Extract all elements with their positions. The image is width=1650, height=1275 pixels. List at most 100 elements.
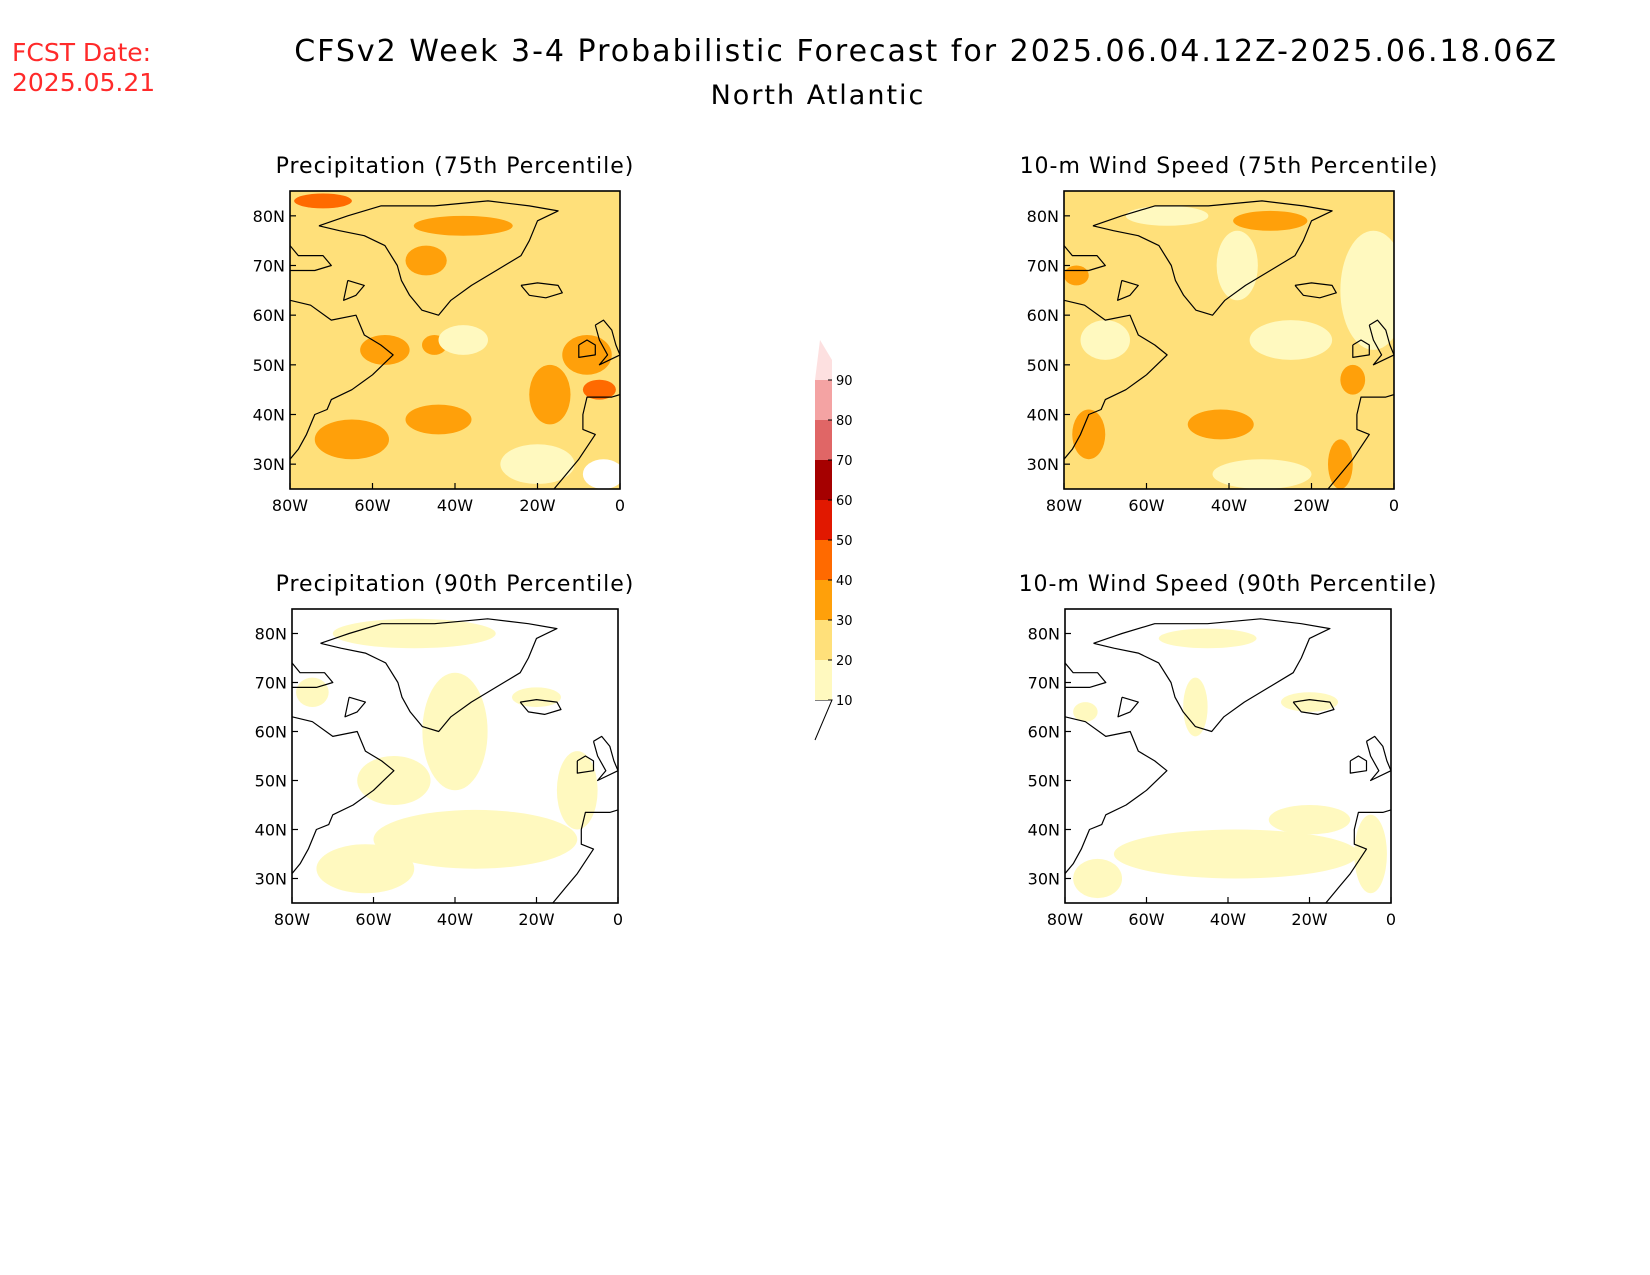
lat-tick-label: 50N (1027, 356, 1059, 375)
lat-tick-label: 30N (253, 455, 285, 474)
probability-contour (556, 751, 598, 830)
probability-contour (1280, 692, 1339, 712)
coastline (594, 319, 620, 366)
probability-contour (438, 325, 488, 355)
probability-contour (582, 379, 616, 400)
panel-title: 10-m Wind Speed (90th Percentile) (1019, 572, 1438, 597)
probability-contour (1113, 829, 1359, 879)
lat-tick-label: 70N (255, 674, 287, 693)
probability-contour (1064, 265, 1089, 286)
coastline (320, 618, 558, 733)
probability-contour (1340, 364, 1366, 395)
lon-tick-label: 80W (274, 910, 310, 929)
colorbar-swatch (815, 380, 832, 420)
coastline (292, 662, 334, 688)
probability-contour (1354, 814, 1387, 894)
colorbar-label: 50 (836, 534, 853, 549)
lat-tick-label: 60N (253, 306, 285, 325)
colorbar-label: 90 (836, 374, 853, 389)
lat-tick-label: 30N (255, 870, 287, 889)
probability-contour (373, 809, 578, 869)
lon-tick-label: 40W (437, 496, 473, 515)
map-panel-precip-90: Precipitation (90th Percentile) 80N 70N 60N… (255, 572, 635, 929)
coastline (592, 735, 618, 782)
coastline (1292, 699, 1335, 715)
map-panel-wind-90: 10-m Wind Speed (90th Percentile) 80N 70N 6… (1019, 572, 1438, 929)
lon-tick-label: 60W (1128, 496, 1164, 515)
panel-title: Precipitation (90th Percentile) (276, 572, 635, 597)
lon-tick-label: 0 (613, 910, 623, 929)
lat-tick-label: 40N (1027, 406, 1059, 425)
coastline (1365, 735, 1391, 782)
probability-contour (316, 844, 415, 894)
probability-contour (1072, 409, 1106, 460)
lat-tick-label: 60N (1028, 723, 1060, 742)
probability-contour (413, 215, 513, 236)
probability-contour (1073, 858, 1123, 899)
coastline (1064, 245, 1106, 272)
probability-contour (1080, 320, 1130, 360)
probability-contour (1233, 210, 1308, 231)
probability-contour (1328, 439, 1353, 489)
coastline (1325, 809, 1391, 903)
probability-contour (405, 245, 447, 276)
lon-tick-label: 60W (354, 496, 390, 515)
lon-tick-label: 40W (1210, 910, 1246, 929)
probability-contour (405, 404, 472, 435)
colorbar-swatch (815, 420, 832, 460)
lon-tick-label: 40W (1211, 496, 1247, 515)
colorbar-swatch (815, 540, 832, 580)
probability-contour (529, 364, 571, 425)
lon-tick-label: 20W (1291, 910, 1327, 929)
probability-contour (357, 756, 431, 805)
colorbar-label: 70 (836, 454, 853, 469)
lat-tick-label: 70N (1027, 257, 1059, 276)
probability-contour (360, 335, 410, 365)
coastline (1294, 282, 1337, 299)
panel-title: 10-m Wind Speed (75th Percentile) (1020, 154, 1439, 179)
colorbar-label: 10 (836, 694, 853, 709)
probability-contour (500, 444, 575, 485)
probability-contour (512, 687, 561, 707)
probability-field (292, 609, 618, 903)
colorbar-swatch (815, 460, 832, 500)
lat-tick-label: 40N (255, 821, 287, 840)
lon-tick-label: 20W (518, 910, 554, 929)
lat-tick-label: 30N (1027, 455, 1059, 474)
coastline (290, 299, 394, 460)
probability-contour (1340, 230, 1394, 350)
probability-contour (1158, 628, 1257, 649)
probability-contour (314, 419, 389, 460)
lon-tick-label: 0 (1389, 496, 1399, 515)
map-panels: Precipitation (75th Percentile) 80N 70N 60N… (253, 154, 1439, 929)
colorbar-swatch (815, 620, 832, 660)
lat-tick-label: 50N (255, 772, 287, 791)
coastline (1349, 755, 1368, 774)
colorbar-lower-extension (814, 699, 833, 741)
lat-tick-label: 50N (1028, 772, 1060, 791)
lat-tick-label: 80N (1027, 207, 1059, 226)
lat-tick-label: 80N (253, 207, 285, 226)
colorbar-label: 60 (836, 494, 853, 509)
coastline (290, 245, 332, 272)
probability-contour (1183, 677, 1208, 737)
colorbar: 10 20 30 40 50 60 70 80 90 (814, 340, 853, 741)
coastline (1352, 339, 1370, 358)
colorbar-swatch (815, 660, 832, 700)
fcst-date-label: FCST Date: (12, 38, 151, 67)
lat-tick-label: 80N (1028, 625, 1060, 644)
coastline (1368, 319, 1394, 366)
lon-tick-label: 60W (1128, 910, 1164, 929)
probability-field (290, 191, 620, 489)
coastline (318, 200, 559, 316)
colorbar-label: 40 (836, 574, 853, 589)
coastline (1117, 279, 1139, 301)
colorbar-swatch (815, 340, 832, 380)
fcst-date-value: 2025.05.21 (12, 68, 155, 97)
lat-tick-label: 70N (253, 257, 285, 276)
probability-contour (422, 672, 488, 791)
probability-field (1065, 609, 1391, 903)
lat-tick-label: 60N (1027, 306, 1059, 325)
probability-contour (294, 193, 352, 209)
